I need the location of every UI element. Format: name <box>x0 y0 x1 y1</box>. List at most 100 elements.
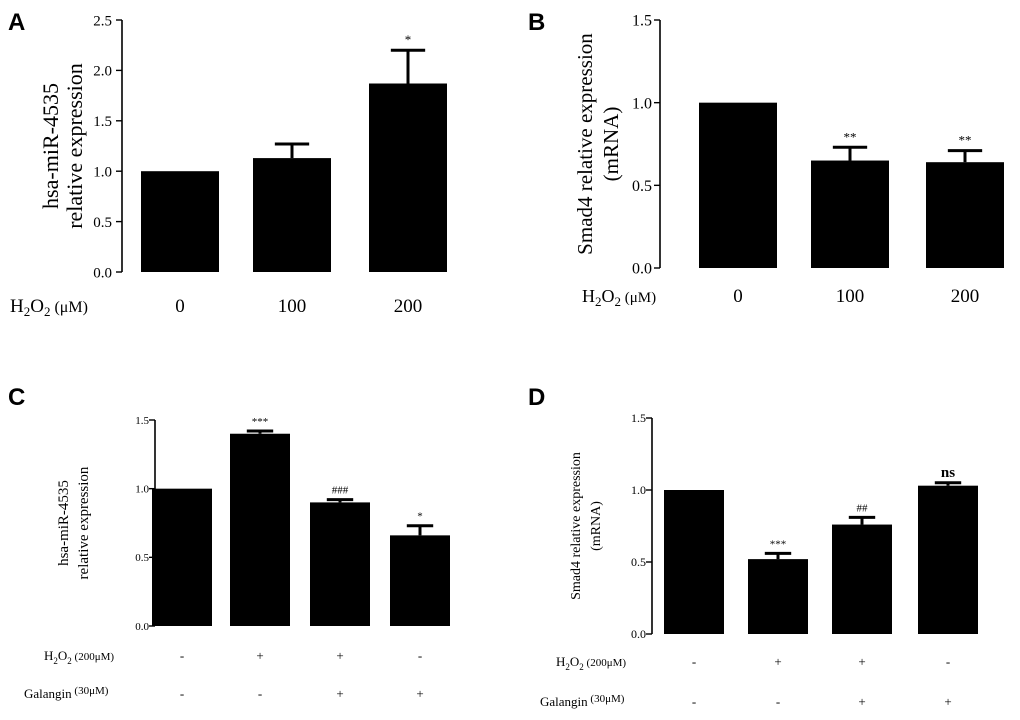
treatment-label: H2O2 (μM) <box>582 286 656 309</box>
y-tick-label: 1.5 <box>93 114 112 130</box>
treatment-value: 200 <box>394 296 423 317</box>
significance-label: * <box>405 32 412 47</box>
y-tick-label: 0.0 <box>135 621 149 633</box>
y-axis-label: Smad4 relative expression <box>573 33 597 255</box>
treatment-label: H2O2 (200μM) <box>556 654 626 672</box>
treatment-value: 200 <box>951 286 980 307</box>
y-axis-label: (mRNA) <box>599 107 623 182</box>
y-tick-label: 1.5 <box>631 411 646 425</box>
treatment-value: - <box>258 686 262 701</box>
treatment-label-sub2: 2 <box>579 662 584 672</box>
treatment-value: - <box>692 654 696 669</box>
bar <box>390 535 450 626</box>
y-tick-label: 1.0 <box>632 95 652 112</box>
y-tick-label: 2.0 <box>93 64 112 80</box>
treatment-value: - <box>180 648 184 663</box>
significance-label: ** <box>959 133 972 148</box>
treatment-value: + <box>336 686 343 701</box>
y-tick-label: 0.5 <box>632 178 652 195</box>
treatment-value: - <box>418 648 422 663</box>
treatment-label-label2: O <box>30 296 44 317</box>
bar <box>748 559 808 634</box>
bar <box>699 102 777 269</box>
treatment-label-sub: 2 <box>595 294 602 309</box>
treatment-label-label2: O <box>58 648 67 663</box>
treatment-label-sub2: 2 <box>615 294 622 309</box>
y-axis-label: Smad4 relative expression <box>569 452 584 600</box>
bar <box>310 502 370 626</box>
treatment-label-label: H <box>556 654 565 669</box>
treatment-label-unit: (200μM) <box>584 657 627 669</box>
y-axis-label: (mRNA) <box>589 501 604 551</box>
significance-label: *** <box>770 538 787 550</box>
treatment-value: - <box>946 654 950 669</box>
y-axis-label: relative expression <box>62 63 87 229</box>
y-axis-label: hsa-miR-4535 <box>38 83 63 209</box>
treatment-value: 0 <box>733 286 743 307</box>
bar <box>832 524 892 634</box>
treatment-label: Galangin (30μM) <box>24 685 109 701</box>
panel-label-D: D <box>528 384 545 411</box>
treatment-label-sub: 2 <box>53 656 58 666</box>
treatment-label: H2O2 (200μM) <box>44 648 114 666</box>
y-tick-label: 2.5 <box>93 13 112 29</box>
treatment-value: - <box>776 694 780 709</box>
treatment-label-label2: O <box>602 286 615 306</box>
treatment-label-label: H <box>582 286 595 306</box>
treatment-label-unit: (30μM) <box>588 693 625 705</box>
treatment-label-sub: 2 <box>565 662 570 672</box>
panel-A: A 0.0 0.5 1.0 1.5 2.0 2.5 hsa-miR-4535 relative… <box>8 9 447 319</box>
treatment-value: + <box>944 694 951 709</box>
treatment-label-label: Galangin <box>540 694 588 709</box>
y-axis-label: hsa-miR-4535 <box>56 480 72 566</box>
bar <box>918 485 978 634</box>
treatment-value: + <box>774 654 781 669</box>
treatment-label-unit: (μM) <box>50 299 87 316</box>
bar <box>369 83 447 272</box>
treatment-label-unit: (μM) <box>621 290 656 306</box>
panel-label-A: A <box>8 9 25 36</box>
treatment-label-label: H <box>10 296 24 317</box>
bar <box>664 490 724 634</box>
treatment-value: + <box>256 648 263 663</box>
treatment-label-unit: (200μM) <box>72 651 115 663</box>
bar <box>253 158 331 272</box>
treatment-value: + <box>416 686 423 701</box>
bar <box>926 162 1004 268</box>
y-tick-label: 0.0 <box>631 627 646 641</box>
panel-label-B: B <box>528 9 545 36</box>
significance-label: * <box>417 511 423 523</box>
treatment-value: + <box>858 654 865 669</box>
y-tick-label: 1.0 <box>631 483 646 497</box>
y-tick-label: 0.5 <box>93 215 112 231</box>
panel-C: C 0.0 0.5 1.0 1.5 hsa-miR-4535 relative expre… <box>8 384 450 701</box>
significance-label: ns <box>941 465 955 481</box>
significance-label: ### <box>332 485 349 497</box>
treatment-label: H2O2 (μM) <box>10 296 88 319</box>
panel-D: D 0.0 0.5 1.0 1.5 Smad4 relative expression (… <box>528 384 978 709</box>
treatment-value: - <box>180 686 184 701</box>
bar <box>811 160 889 268</box>
treatment-value: 0 <box>175 296 185 317</box>
y-tick-label: 0.5 <box>631 555 646 569</box>
treatment-label: Galangin (30μM) <box>540 693 625 709</box>
bar <box>230 433 290 626</box>
y-tick-label: 0.5 <box>135 552 149 564</box>
y-axis-label: relative expression <box>76 466 92 579</box>
treatment-value: + <box>858 694 865 709</box>
bar <box>152 488 212 626</box>
treatment-value: - <box>692 694 696 709</box>
treatment-label-sub2: 2 <box>67 656 72 666</box>
significance-label: ** <box>844 129 857 144</box>
y-tick-label: 0.0 <box>93 265 112 281</box>
significance-label: ## <box>857 502 869 514</box>
bar <box>141 171 219 272</box>
y-tick-label: 1.5 <box>632 13 652 30</box>
treatment-label-label: H <box>44 648 53 663</box>
treatment-value: + <box>336 648 343 663</box>
treatment-value: 100 <box>836 286 865 307</box>
y-tick-label: 0.0 <box>632 261 652 278</box>
treatment-label-sub2: 2 <box>44 304 51 319</box>
y-tick-label: 1.0 <box>93 164 112 180</box>
